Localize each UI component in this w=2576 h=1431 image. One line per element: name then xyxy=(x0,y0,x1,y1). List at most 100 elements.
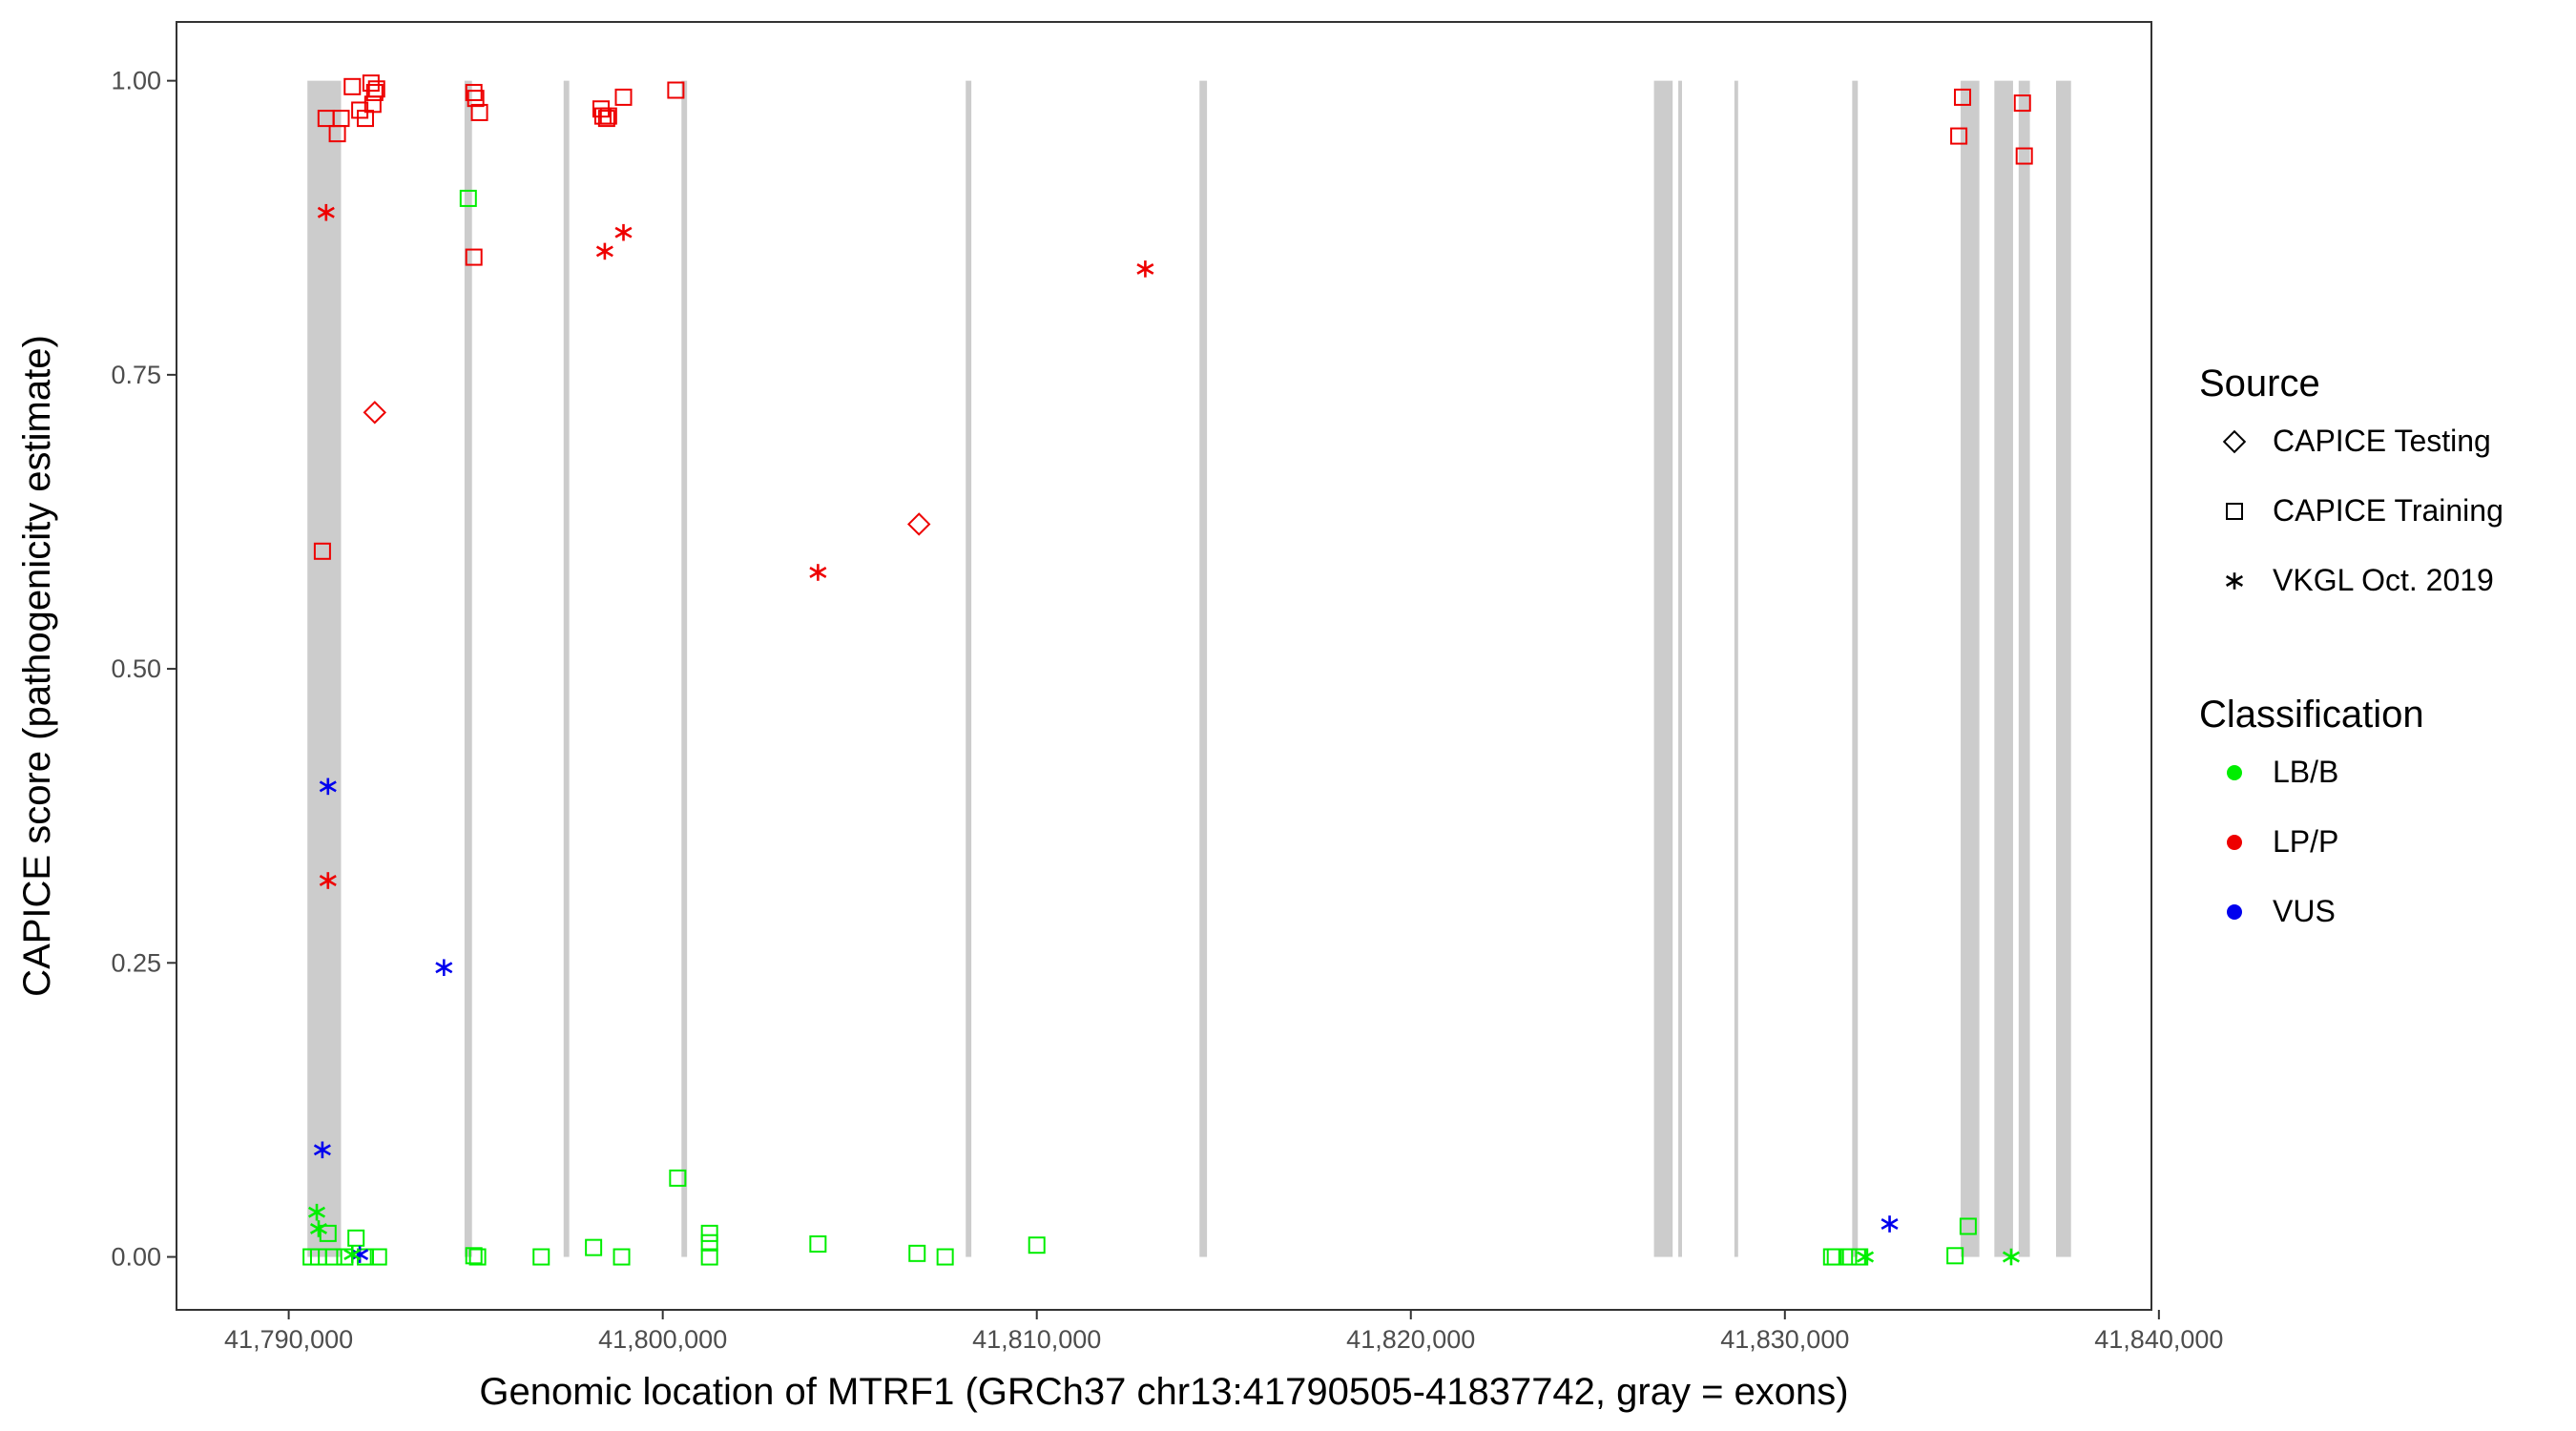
data-point xyxy=(468,1248,487,1266)
data-point xyxy=(2015,147,2033,165)
y-axis: 0.00 0.25 0.50 0.75 1.00 xyxy=(111,67,177,1272)
data-point xyxy=(465,248,483,266)
data-point xyxy=(700,1234,718,1252)
data-point-layer xyxy=(302,74,2033,1266)
data-point xyxy=(2013,94,2031,113)
data-point xyxy=(319,872,337,889)
x-tick-label: 41,830,000 xyxy=(1720,1325,1849,1354)
data-point xyxy=(809,564,827,581)
data-point xyxy=(597,110,615,128)
exon-band xyxy=(1852,80,1859,1257)
data-point xyxy=(317,203,335,221)
y-tick-label: 0.25 xyxy=(111,948,161,977)
legend-key xyxy=(2227,765,2242,780)
exon-band xyxy=(2056,80,2071,1257)
data-point xyxy=(1839,1248,1858,1266)
data-point xyxy=(1880,1215,1899,1233)
legend-key xyxy=(2227,904,2242,920)
legend-label: CAPICE Testing xyxy=(2273,424,2491,458)
data-point xyxy=(614,88,633,106)
data-point xyxy=(667,81,685,99)
exon-band xyxy=(2018,80,2030,1257)
data-point xyxy=(906,512,931,536)
x-tick-label: 41,800,000 xyxy=(598,1325,727,1354)
data-point xyxy=(1857,1248,1875,1266)
data-point xyxy=(313,542,331,560)
legend: Source CAPICE Testing CAPICE Training VKGL … xyxy=(2199,363,2503,928)
exon-band xyxy=(681,80,688,1257)
data-point xyxy=(532,1248,551,1266)
data-point xyxy=(465,83,483,101)
data-point xyxy=(459,189,477,207)
x-axis-title: Genomic location of MTRF1 (GRCh37 chr13:… xyxy=(479,1371,1848,1413)
data-point xyxy=(700,1224,718,1242)
y-tick-label: 1.00 xyxy=(111,67,161,95)
data-point xyxy=(1959,1217,1977,1235)
data-point xyxy=(332,110,350,128)
y-tick-label: 0.00 xyxy=(111,1243,161,1272)
data-point xyxy=(1950,127,1968,145)
legend-title: Source xyxy=(2199,363,2320,404)
exon-band xyxy=(1653,80,1673,1257)
data-point xyxy=(1826,1248,1844,1266)
data-point xyxy=(367,80,385,98)
data-point xyxy=(700,1248,718,1266)
exon-band xyxy=(966,80,972,1257)
legend-label: CAPICE Training xyxy=(2273,493,2503,528)
legend-label: LP/P xyxy=(2273,824,2338,859)
data-point xyxy=(467,90,485,108)
legend-label: LB/B xyxy=(2273,755,2338,789)
exon-band xyxy=(1961,80,1980,1257)
y-axis-title: CAPICE score (pathogenicity estimate) xyxy=(16,335,58,997)
data-point xyxy=(362,74,380,93)
x-tick-label: 41,820,000 xyxy=(1346,1325,1475,1354)
exon-band xyxy=(1994,80,2013,1257)
data-point xyxy=(936,1248,954,1266)
legend-key xyxy=(2226,503,2243,520)
legend-key xyxy=(2222,429,2247,454)
data-point xyxy=(351,1246,369,1263)
legend-key xyxy=(2225,572,2244,590)
data-point xyxy=(369,1248,387,1266)
x-tick-label: 41,790,000 xyxy=(224,1325,353,1354)
x-tick-label: 41,840,000 xyxy=(2094,1325,2223,1354)
data-point xyxy=(435,959,453,977)
legend-key xyxy=(2227,835,2242,850)
data-point xyxy=(319,1224,337,1242)
data-point xyxy=(313,1141,331,1159)
exon-band xyxy=(563,80,570,1257)
data-point xyxy=(1946,1247,1964,1265)
data-point xyxy=(308,1203,326,1221)
data-point xyxy=(1136,260,1154,278)
data-point xyxy=(613,1248,631,1266)
data-point xyxy=(908,1244,926,1262)
data-point xyxy=(343,1246,362,1263)
x-tick-label: 41,810,000 xyxy=(972,1325,1101,1354)
data-point xyxy=(365,83,384,101)
data-point xyxy=(343,77,362,95)
data-point xyxy=(1954,88,1972,106)
exon-band xyxy=(1734,80,1738,1257)
legend-label: VUS xyxy=(2273,894,2336,928)
exon-band xyxy=(1678,80,1682,1257)
exon-band-layer xyxy=(307,80,2071,1257)
legend-label: VKGL Oct. 2019 xyxy=(2273,563,2494,597)
data-point xyxy=(1028,1236,1046,1255)
data-point xyxy=(809,1234,827,1253)
x-axis: 41,790,000 41,800,000 41,810,000 41,820,000… xyxy=(224,1310,2223,1354)
plot-panel-border xyxy=(176,21,2152,1311)
y-tick-label: 0.75 xyxy=(111,361,161,389)
data-point xyxy=(585,1238,603,1256)
data-point xyxy=(599,107,617,125)
legend-title: Classification xyxy=(2199,694,2424,736)
data-point xyxy=(309,1220,327,1237)
exon-band xyxy=(1199,80,1208,1257)
exon-band xyxy=(464,80,472,1257)
y-tick-label: 0.50 xyxy=(111,654,161,683)
data-point xyxy=(595,242,613,260)
data-point xyxy=(324,1248,343,1266)
data-point xyxy=(363,401,386,425)
data-point xyxy=(614,223,633,241)
data-point xyxy=(1822,1248,1840,1266)
